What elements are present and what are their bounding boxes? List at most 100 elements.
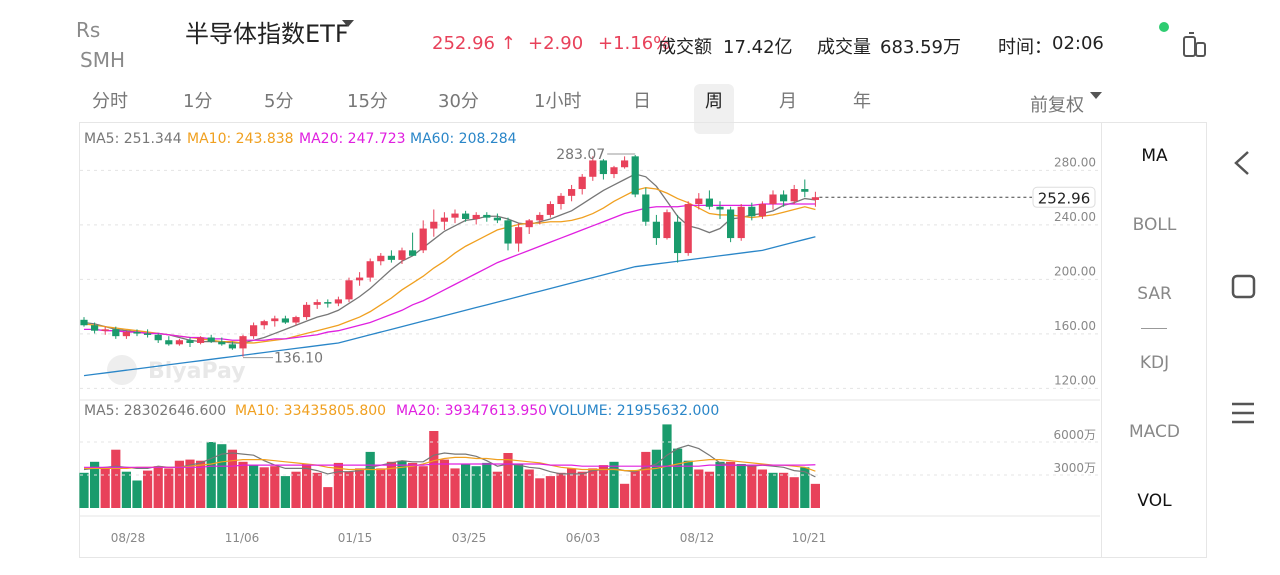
time-label: 时间： — [998, 37, 1052, 58]
price-change: +2.90 — [528, 33, 584, 54]
caret-down-icon[interactable] — [1090, 92, 1102, 99]
volume-bar — [810, 483, 820, 508]
volume-legend: VOLUME: 21955632.000 — [549, 403, 719, 419]
volume-bar — [100, 468, 110, 508]
price-tick-label: 280.00 — [1054, 155, 1096, 169]
volume-bar — [715, 461, 725, 508]
volume-bar — [545, 476, 555, 508]
candle-body — [80, 319, 88, 326]
candle-body — [228, 344, 236, 349]
candle-body — [345, 280, 353, 300]
volume-bar — [683, 460, 693, 508]
volume-bar — [524, 469, 534, 508]
candle-body — [409, 250, 417, 256]
candle-body — [684, 204, 692, 254]
volume-bar — [461, 464, 471, 508]
ma10-legend: MA10: 243.838 — [187, 131, 294, 147]
volume-bar — [291, 471, 301, 508]
indicator-vol[interactable]: VOL — [1137, 491, 1172, 511]
ticker-symbol: SMH — [80, 48, 125, 72]
candle-body — [271, 318, 279, 322]
vol-ma10-legend: MA10: 33435805.800 — [235, 403, 386, 419]
volume-bar — [577, 471, 587, 508]
indicator-macd[interactable]: MACD — [1129, 422, 1180, 442]
volume-bar — [567, 468, 577, 508]
tab-timeshare[interactable]: 分时 — [92, 91, 128, 112]
indicator-kdj[interactable]: KDJ — [1139, 353, 1170, 373]
candle-body — [780, 194, 788, 202]
menu-nav-icon[interactable] — [1228, 400, 1258, 426]
turnover-label: 成交额 — [658, 37, 712, 58]
volume-bar — [259, 467, 269, 508]
volume-bar — [206, 442, 216, 508]
tab-month[interactable]: 月 — [779, 91, 797, 112]
volume-ma20-line — [84, 463, 816, 468]
candle-body — [472, 214, 480, 220]
candle-body — [133, 332, 141, 334]
indicator-separator — [1141, 328, 1167, 329]
candle-body — [716, 206, 724, 210]
indicator-panel-divider — [1101, 122, 1102, 558]
high-price-label: 283.07 — [556, 147, 605, 163]
back-nav-icon[interactable] — [1228, 150, 1258, 176]
volume-bar — [471, 466, 481, 508]
volume-bar — [514, 464, 524, 508]
candle-body — [578, 176, 586, 190]
candle-body — [737, 206, 745, 239]
tab-day[interactable]: 日 — [633, 91, 651, 112]
candle-body — [398, 250, 406, 260]
indicator-sar[interactable]: SAR — [1137, 284, 1172, 304]
volume-bar — [270, 466, 280, 508]
volume-bar — [153, 466, 163, 508]
x-tick-label: 01/15 — [338, 531, 373, 545]
volume-bar — [641, 451, 651, 508]
volume-bar — [429, 431, 439, 508]
tab-30min[interactable]: 30分 — [438, 91, 479, 112]
home-nav-icon[interactable] — [1228, 274, 1258, 300]
volume-bar — [630, 470, 640, 508]
volume-bar — [418, 466, 428, 508]
x-tick-label: 08/28 — [111, 531, 146, 545]
candle-body — [790, 189, 798, 202]
price-adjust-dropdown[interactable]: 前复权 — [1030, 95, 1084, 116]
candle-body — [483, 214, 491, 218]
volume-bar — [747, 465, 757, 508]
security-name-dropdown[interactable]: 半导体指数ETF — [185, 20, 349, 48]
candle-body — [811, 197, 819, 200]
volume-ma10-line — [84, 456, 816, 472]
candle-body — [334, 299, 342, 304]
tab-year[interactable]: 年 — [853, 91, 871, 112]
candle-body — [536, 214, 544, 221]
indicator-boll[interactable]: BOLL — [1132, 215, 1177, 235]
current-price-label: 252.96 — [1038, 189, 1091, 207]
vol-ma5-legend: MA5: 28302646.600 — [84, 403, 226, 419]
chevron-down-icon[interactable] — [342, 20, 354, 27]
candle-body — [313, 302, 321, 305]
price-tick-label: 120.00 — [1054, 373, 1096, 387]
vol-ma20-legend: MA20: 39347613.950 — [396, 403, 547, 419]
volume-bar — [598, 465, 608, 508]
tab-5min[interactable]: 5分 — [264, 91, 294, 112]
indicator-ma[interactable]: MA — [1141, 146, 1168, 166]
volume-bar — [196, 460, 206, 508]
candle-body — [599, 160, 607, 175]
volume-bar — [704, 471, 714, 508]
volume-bar — [249, 465, 259, 508]
price-value: 252.96 — [432, 33, 495, 54]
candle-body — [504, 220, 512, 244]
volume-bar — [121, 471, 131, 508]
price-tick-label: 240.00 — [1054, 210, 1096, 224]
volume-bar — [588, 468, 598, 508]
watermark-logo-icon — [107, 355, 137, 385]
volume-bar — [355, 468, 365, 508]
candle-body — [652, 221, 660, 239]
candle-body — [642, 194, 650, 222]
volume-bar — [238, 461, 248, 508]
volume-bar — [397, 460, 407, 508]
rotate-screen-icon[interactable] — [1180, 30, 1210, 64]
tab-1min[interactable]: 1分 — [183, 91, 213, 112]
tab-1hour[interactable]: 1小时 — [534, 91, 582, 112]
tab-week[interactable]: 周 — [694, 84, 734, 134]
tab-15min[interactable]: 15分 — [347, 91, 388, 112]
